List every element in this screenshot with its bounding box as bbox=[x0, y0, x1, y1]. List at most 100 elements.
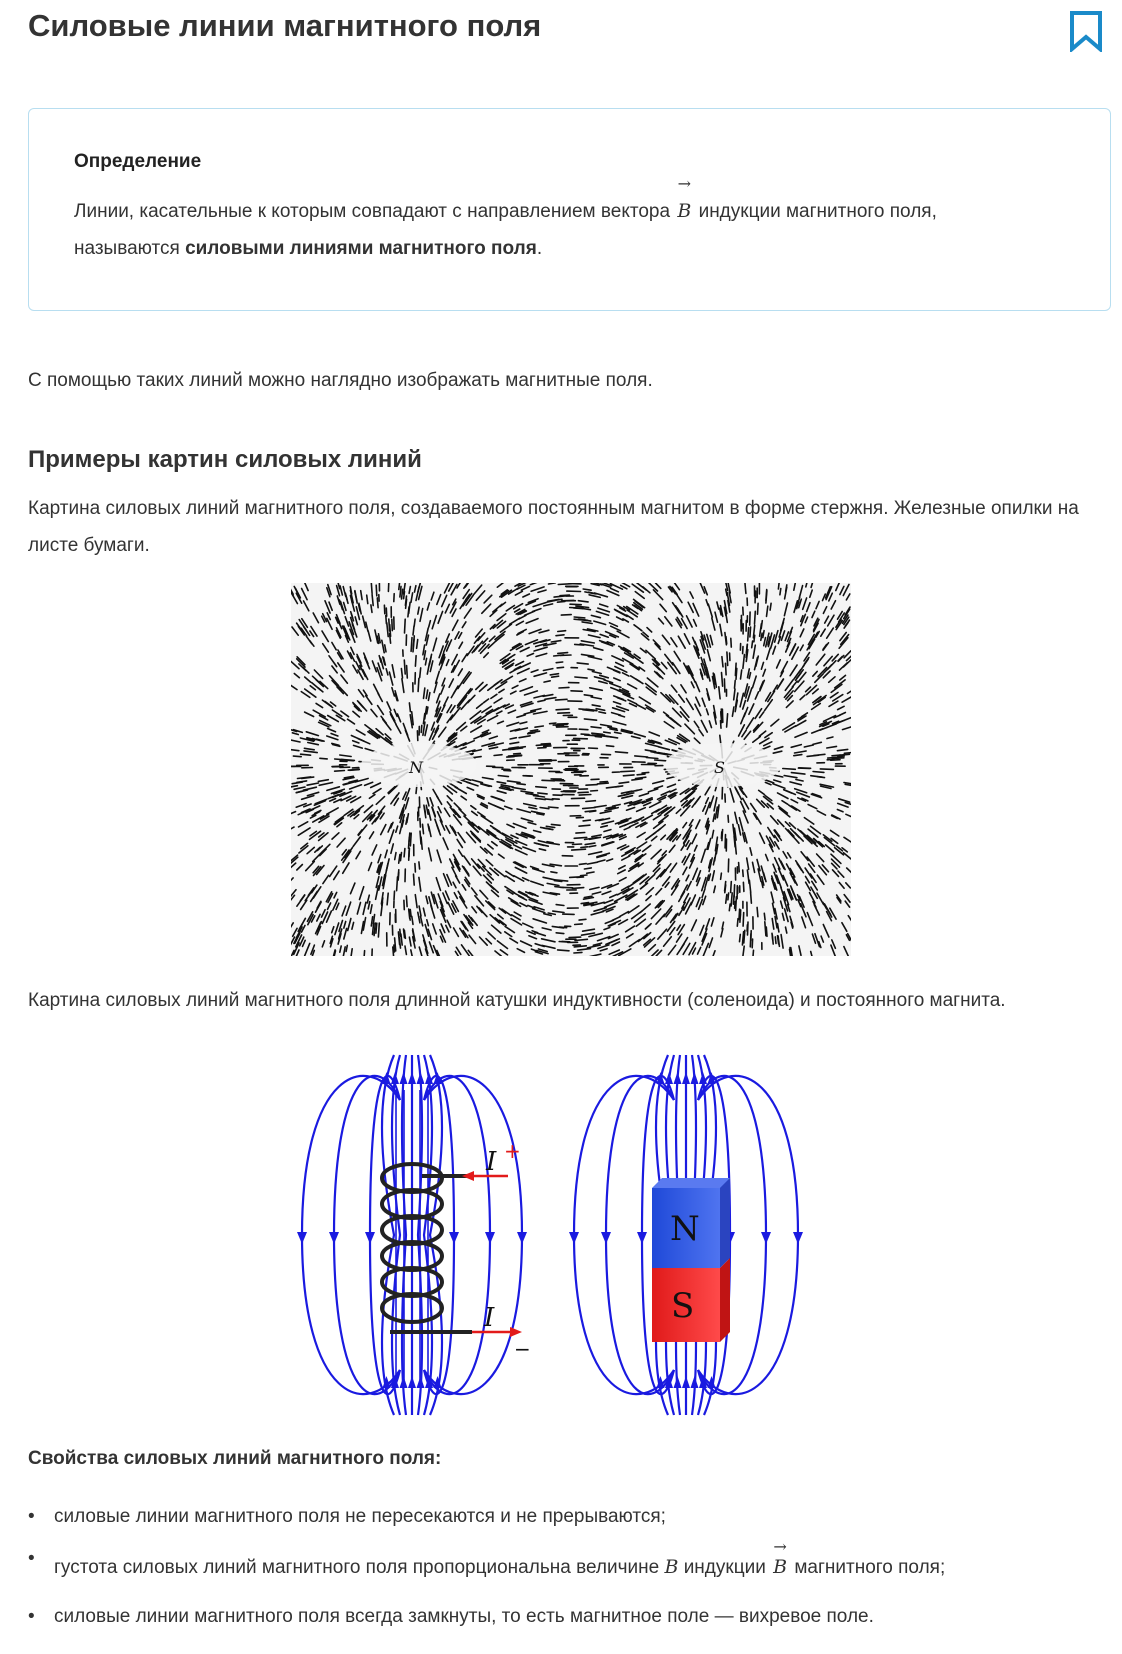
filing-mark bbox=[599, 780, 609, 783]
filing-mark bbox=[774, 915, 778, 929]
definition-term: силовыми линиями магнитного поля bbox=[185, 238, 537, 259]
filing-mark bbox=[766, 826, 776, 839]
filing-mark bbox=[836, 808, 844, 813]
filing-mark bbox=[732, 688, 736, 701]
filing-mark bbox=[811, 670, 819, 677]
field-arrow bbox=[408, 1072, 416, 1084]
filing-mark bbox=[558, 940, 572, 944]
filing-mark bbox=[727, 583, 732, 594]
filing-mark bbox=[719, 623, 723, 637]
filing-mark bbox=[573, 836, 588, 840]
filing-mark bbox=[353, 810, 361, 816]
filing-mark bbox=[830, 837, 839, 845]
filing-mark bbox=[605, 908, 614, 913]
filing-mark bbox=[359, 589, 363, 601]
filing-mark bbox=[339, 600, 346, 615]
filing-mark bbox=[452, 900, 460, 913]
filing-mark bbox=[609, 583, 624, 590]
filing-mark bbox=[614, 665, 628, 673]
filing-mark bbox=[700, 630, 705, 641]
filing-mark bbox=[346, 650, 353, 660]
filing-mark bbox=[372, 913, 376, 925]
filing-mark bbox=[335, 626, 342, 639]
filing-mark bbox=[333, 817, 345, 826]
filing-mark bbox=[520, 833, 535, 840]
filing-mark bbox=[772, 863, 778, 873]
symbol-b: B bbox=[664, 1556, 679, 1578]
filing-mark bbox=[829, 758, 841, 761]
field-arrow bbox=[665, 1376, 673, 1388]
filing-mark bbox=[429, 797, 434, 807]
filing-mark bbox=[641, 814, 654, 822]
field-arrow bbox=[656, 1072, 665, 1084]
filing-mark bbox=[630, 910, 643, 920]
bookmark-icon[interactable] bbox=[1068, 10, 1104, 52]
filing-mark bbox=[839, 585, 845, 596]
filing-mark bbox=[655, 664, 666, 675]
filing-mark bbox=[479, 889, 489, 900]
filing-mark bbox=[675, 833, 682, 841]
filing-mark bbox=[412, 873, 415, 886]
filing-mark bbox=[397, 853, 401, 865]
filing-mark bbox=[765, 588, 768, 602]
filing-mark bbox=[326, 727, 337, 733]
intro-text: С помощью таких линий можно наглядно изо… bbox=[28, 370, 653, 391]
filing-mark bbox=[388, 829, 395, 845]
field-arrow bbox=[761, 1232, 771, 1244]
filing-mark bbox=[584, 842, 596, 846]
filing-mark bbox=[488, 735, 499, 740]
filing-mark bbox=[526, 652, 535, 657]
filing-mark bbox=[754, 691, 760, 700]
filing-mark bbox=[675, 933, 683, 943]
filing-mark bbox=[353, 590, 358, 604]
filing-mark bbox=[794, 859, 801, 868]
filing-mark bbox=[292, 942, 300, 956]
filing-mark bbox=[349, 796, 362, 804]
filing-mark bbox=[599, 824, 609, 828]
filing-mark bbox=[666, 920, 676, 933]
filing-mark bbox=[843, 893, 851, 903]
filing-mark bbox=[620, 647, 632, 655]
filing-mark bbox=[489, 832, 500, 841]
filing-mark bbox=[622, 693, 635, 700]
filing-mark bbox=[446, 704, 453, 714]
filing-mark bbox=[655, 949, 663, 956]
filing-mark bbox=[773, 745, 784, 751]
filing-mark bbox=[340, 710, 350, 718]
filing-mark bbox=[516, 667, 530, 675]
filing-mark bbox=[422, 644, 426, 656]
filing-mark bbox=[477, 858, 486, 868]
filing-mark bbox=[427, 928, 433, 941]
filing-mark bbox=[410, 636, 413, 653]
filing-mark bbox=[822, 641, 830, 652]
filing-mark bbox=[677, 635, 687, 649]
filing-mark bbox=[410, 711, 414, 726]
filing-mark bbox=[457, 849, 464, 858]
filing-mark bbox=[607, 726, 618, 730]
filing-mark bbox=[343, 808, 354, 817]
filing-mark bbox=[338, 945, 343, 954]
filing-mark bbox=[318, 848, 327, 857]
filing-mark bbox=[789, 867, 796, 878]
filing-mark bbox=[674, 605, 683, 617]
filing-mark bbox=[515, 620, 525, 627]
current-label-top: I bbox=[485, 1147, 497, 1177]
filing-mark bbox=[556, 651, 569, 655]
filing-mark bbox=[490, 693, 498, 700]
filing-mark bbox=[705, 708, 710, 716]
filing-mark bbox=[542, 876, 556, 881]
filing-mark bbox=[556, 629, 567, 633]
filing-mark bbox=[587, 634, 601, 639]
filing-mark bbox=[676, 734, 688, 743]
filing-mark bbox=[370, 708, 378, 718]
minus-sign: − bbox=[514, 1337, 531, 1361]
plus-sign: + bbox=[504, 1139, 521, 1163]
filing-mark bbox=[311, 850, 324, 863]
filing-mark bbox=[427, 691, 431, 702]
filing-mark bbox=[810, 793, 823, 799]
filing-mark bbox=[683, 632, 691, 645]
filing-mark bbox=[654, 900, 662, 909]
filing-mark bbox=[455, 946, 462, 956]
filing-mark bbox=[499, 658, 507, 665]
filing-mark bbox=[757, 868, 762, 883]
